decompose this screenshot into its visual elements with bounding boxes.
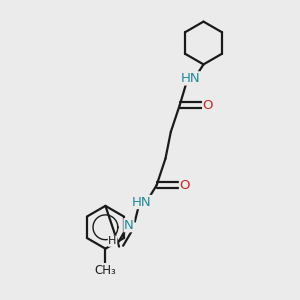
Text: HN: HN (132, 196, 152, 208)
Text: O: O (179, 179, 190, 192)
Text: CH₃: CH₃ (94, 264, 116, 277)
Text: N: N (124, 219, 134, 232)
Text: H: H (108, 236, 117, 246)
Text: O: O (203, 99, 213, 112)
Text: HN: HN (180, 72, 200, 85)
